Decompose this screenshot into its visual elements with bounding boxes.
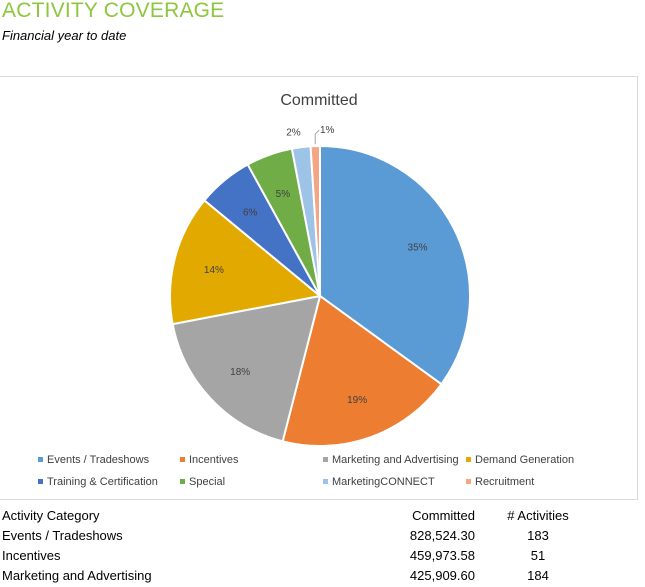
col-header-category: Activity Category [2,508,100,523]
cell-committed: 425,909.60 [409,568,475,583]
pie-slice [171,294,322,443]
table-row: Marketing and Advertising 425,909.60 184 [0,567,645,587]
chart-title: Committed [280,92,357,109]
legend-swatch [323,457,328,462]
cell-committed: 459,973.58 [409,548,475,563]
cell-category: Marketing and Advertising [2,568,152,583]
legend-swatch [466,479,471,484]
table-header-row: Activity Category Committed # Activities [0,507,645,527]
pie-chart: Committed 35% 19% 18% 14% 6% 5% 2% 1% Events / Tr… [38,92,574,488]
pie-slice [169,198,323,326]
page-title: ACTIVITY COVERAGE [2,0,225,22]
pie-slice [309,144,321,297]
leader-line [314,129,320,145]
legend-swatch [466,457,471,462]
pie-slice [281,294,443,447]
slice-label: 5% [276,189,291,200]
legend-swatch [180,479,185,484]
legend-swatch [323,479,328,484]
pie-slice [319,144,471,386]
legend-label: Training & Certification [47,476,158,488]
cell-category: Events / Tradeshows [2,528,123,543]
slice-label: 19% [347,395,367,406]
legend-swatch [38,457,43,462]
legend-label: MarketingCONNECT [332,476,435,488]
activity-table: Activity Category Committed # Activities… [0,507,645,587]
legend-label: Marketing and Advertising [332,454,459,466]
slice-label: 2% [286,127,301,138]
slice-label: 35% [408,242,428,253]
cell-activities: 51 [530,548,546,563]
cell-activities: 183 [527,528,549,543]
legend-label: Events / Tradeshows [47,454,150,466]
chart-area: Committed 35% 19% 18% 14% 6% 5% 2% 1% Events / Tr… [0,76,638,500]
page-subtitle: Financial year to date [2,28,127,43]
table-row: Incentives 459,973.58 51 [0,547,645,567]
slice-label: 6% [243,208,258,219]
cell-category: Incentives [2,548,61,563]
slice-label: 14% [204,265,224,276]
col-header-committed: Committed [412,508,475,523]
table-row: Events / Tradeshows 828,524.30 183 [0,527,645,547]
legend-label: Incentives [189,454,239,466]
legend-swatch [180,457,185,462]
slice-label: 18% [230,367,250,378]
slice-label: 1% [320,125,335,136]
cell-committed: 828,524.30 [409,528,475,543]
legend-label: Demand Generation [475,454,574,466]
col-header-activities: # Activities [507,508,569,523]
legend-label: Recruitment [475,476,534,488]
legend-swatch [38,479,43,484]
cell-activities: 184 [527,568,549,583]
legend-label: Special [189,476,225,488]
